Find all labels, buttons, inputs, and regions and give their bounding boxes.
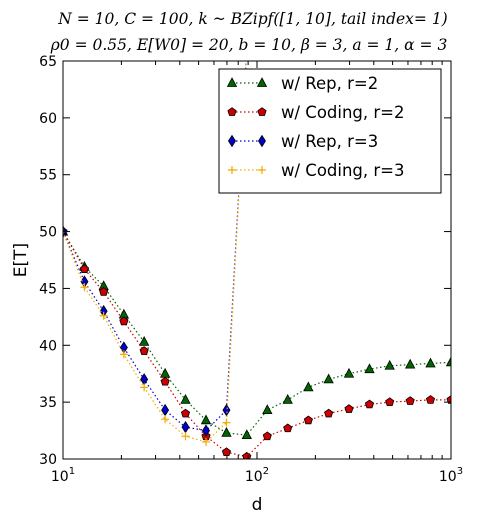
data-point [180, 394, 191, 404]
legend-marker [258, 134, 266, 148]
data-point [303, 381, 314, 392]
data-point [202, 424, 210, 437]
y-tick-label: 40 [39, 338, 57, 354]
legend-label: w/ Rep, r=3 [281, 132, 378, 151]
data-point [405, 358, 416, 369]
legend-label: w/ Coding, r=2 [281, 103, 405, 122]
data-point [364, 363, 375, 374]
y-tick-label: 45 [39, 281, 57, 297]
legend-marker [226, 77, 238, 87]
data-point [221, 447, 232, 457]
data-point [405, 396, 415, 405]
legend-entry: w/ Rep, r=2 [226, 74, 378, 93]
data-point [181, 432, 190, 441]
data-point [202, 437, 211, 446]
data-point [222, 418, 231, 427]
y-axis-label: E[T] [11, 243, 31, 277]
data-point [446, 395, 451, 404]
data-point [425, 357, 436, 368]
data-point [242, 451, 252, 459]
series-line [63, 61, 247, 432]
y-tick-label: 35 [39, 395, 57, 411]
data-point [200, 414, 212, 425]
data-point [283, 423, 293, 433]
data-point [161, 415, 170, 424]
data-point [221, 426, 232, 437]
data-point [139, 346, 149, 355]
data-point [385, 397, 395, 407]
legend-entry: w/ Rep, r=3 [228, 132, 378, 151]
y-tick-label: 50 [39, 225, 57, 241]
y-tick-label: 65 [39, 54, 57, 70]
data-point [344, 404, 354, 413]
data-point [425, 395, 436, 404]
series-1 [63, 225, 451, 440]
data-point [262, 431, 272, 441]
data-point [180, 408, 191, 418]
data-point [140, 383, 149, 392]
chart-title-line-2: ρ0 = 0.55, E[W0] = 20, b = 10, β = 3, a … [50, 36, 448, 54]
legend-marker [257, 107, 267, 116]
data-point [161, 403, 170, 417]
x-tick-label: 103 [439, 466, 463, 485]
data-point [222, 403, 231, 417]
legend-marker [258, 166, 266, 174]
legend-entry: w/ Coding, r=2 [227, 103, 405, 122]
ticks-layer: 101 102 103 30 35 40 45 50 55 60 65 [39, 54, 463, 485]
data-point [343, 367, 355, 378]
legend-entry: w/ Coding, r=3 [228, 161, 405, 180]
series-4 [63, 61, 247, 446]
legend-label: w/ Rep, r=2 [281, 74, 378, 93]
legend-marker [227, 107, 237, 116]
y-tick-label: 30 [39, 452, 57, 468]
data-point [324, 408, 334, 418]
data-point [119, 350, 128, 359]
data-point [138, 336, 150, 346]
legend-label: w/ Coding, r=3 [281, 161, 405, 180]
y-tick-label: 60 [39, 111, 57, 127]
data-point [160, 376, 170, 386]
data-point [99, 287, 109, 296]
legend: w/ Rep, r=2 w/ Coding, r=2 w/ Rep, r=3 w/ C… [218, 68, 442, 194]
data-point [80, 283, 89, 292]
data-point [262, 404, 273, 415]
data-point [282, 394, 293, 404]
data-point [445, 356, 451, 367]
series-layer [63, 61, 451, 459]
legend-marker [228, 134, 236, 148]
data-point [323, 373, 334, 384]
data-point [159, 367, 171, 378]
data-point [364, 399, 375, 409]
x-axis-label: d [252, 495, 263, 515]
y-tick-label: 55 [39, 168, 57, 184]
chart-title-line-1: N = 10, C = 100, k ~ BZipf([1, 10], tail… [57, 10, 447, 28]
series-2 [63, 226, 451, 459]
data-point [99, 311, 108, 320]
series-line [63, 231, 451, 458]
data-point [119, 316, 129, 326]
legend-box [218, 68, 442, 194]
x-tick-label: 102 [245, 466, 269, 485]
x-tick-label: 101 [51, 466, 75, 485]
data-point [303, 415, 313, 425]
legend-marker [228, 166, 236, 174]
series-line [63, 61, 247, 443]
data-point [241, 429, 252, 440]
data-point [384, 359, 395, 370]
data-point [181, 420, 190, 434]
data-point [79, 264, 90, 273]
legend-marker [256, 77, 268, 87]
